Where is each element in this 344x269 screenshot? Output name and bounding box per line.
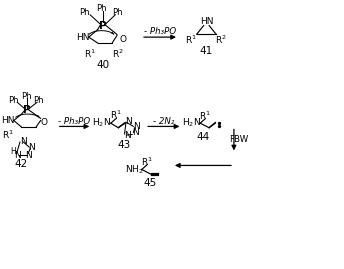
Text: H: H	[10, 147, 16, 156]
Text: N: N	[132, 128, 139, 137]
Text: NH$_2$: NH$_2$	[125, 163, 143, 176]
Text: 43: 43	[117, 140, 130, 150]
Text: 42: 42	[14, 159, 27, 169]
Text: - Ph₃PO: - Ph₃PO	[58, 117, 90, 126]
Text: P: P	[23, 105, 31, 115]
Text: 40: 40	[96, 60, 109, 70]
Text: - 2N₂: - 2N₂	[153, 117, 174, 126]
Text: Ph: Ph	[112, 8, 122, 17]
Text: Ph: Ph	[22, 92, 32, 101]
Text: R$^1$: R$^1$	[185, 34, 197, 46]
Text: Ph: Ph	[79, 8, 89, 17]
Text: Ph: Ph	[33, 95, 44, 105]
Text: N: N	[125, 130, 131, 140]
Text: R$^1$: R$^1$	[84, 48, 96, 60]
Text: HN: HN	[1, 116, 14, 125]
Text: FBW: FBW	[229, 135, 249, 144]
Text: R$^1$: R$^1$	[110, 109, 122, 121]
Text: O: O	[41, 118, 47, 127]
Text: N: N	[126, 117, 132, 126]
Text: N: N	[25, 151, 32, 160]
Text: H$_2$N: H$_2$N	[182, 117, 201, 129]
Text: R$^1$: R$^1$	[199, 109, 211, 122]
Text: N: N	[133, 122, 140, 131]
Text: HN: HN	[200, 17, 213, 26]
Text: N: N	[14, 151, 21, 160]
Text: Ph: Ph	[9, 95, 19, 105]
Text: R$^2$: R$^2$	[112, 48, 124, 60]
Text: - Ph₃PO: - Ph₃PO	[144, 27, 176, 36]
Text: 41: 41	[200, 46, 213, 56]
Text: R$^1$: R$^1$	[141, 156, 153, 168]
Text: P: P	[99, 20, 106, 31]
Text: R$^1$: R$^1$	[2, 129, 13, 141]
Text: N: N	[28, 143, 35, 153]
Text: Ph: Ph	[96, 3, 107, 13]
Text: 45: 45	[143, 178, 156, 189]
Text: H$_2$N: H$_2$N	[92, 117, 111, 129]
Text: 44: 44	[196, 132, 209, 142]
Text: N: N	[20, 137, 27, 146]
Text: R$^2$: R$^2$	[215, 34, 227, 46]
Text: O: O	[120, 34, 127, 44]
Text: HN: HN	[76, 33, 89, 42]
